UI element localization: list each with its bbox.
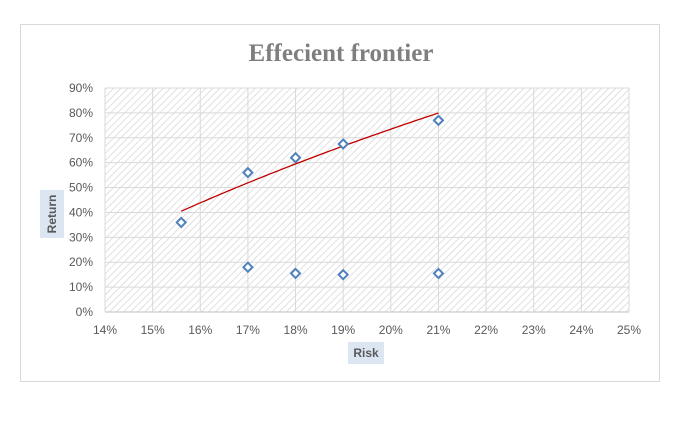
plot-area-background (105, 88, 629, 312)
chart-title: Effecient frontier (249, 40, 434, 67)
x-tick-label: 18% (284, 323, 308, 337)
y-tick-label: 40% (69, 205, 93, 219)
y-tick-label: 50% (69, 181, 93, 195)
y-tick-label: 60% (69, 156, 93, 170)
x-tick-label: 25% (617, 323, 641, 337)
data-points (175, 114, 445, 281)
data-point (337, 138, 350, 150)
x-tick-label: 24% (569, 323, 593, 337)
y-axis-label: Return (45, 195, 59, 234)
x-tick-label: 19% (331, 323, 355, 337)
x-tick-label: 21% (426, 323, 450, 337)
y-tick-label: 70% (69, 131, 93, 145)
x-axis-label: Risk (353, 346, 379, 360)
x-axis-ticks: 14% 15% 16% 17% 18% 19% 20% 21% 22% 23% 24% 25% (93, 323, 641, 337)
y-tick-label: 10% (69, 280, 93, 294)
data-point (432, 267, 445, 280)
x-tick-label: 16% (188, 323, 212, 337)
data-point (241, 261, 254, 274)
y-tick-label: 80% (69, 106, 93, 120)
y-tick-label: 90% (69, 81, 93, 95)
data-point (432, 114, 445, 127)
gridlines (104, 87, 630, 313)
x-tick-label: 22% (474, 323, 498, 337)
x-tick-label: 20% (379, 323, 403, 337)
data-point (289, 267, 302, 280)
x-tick-label: 23% (522, 323, 546, 337)
x-tick-label: 15% (141, 323, 165, 337)
data-point (289, 151, 302, 164)
y-axis-title: Return (40, 190, 64, 238)
data-point (241, 166, 254, 179)
chart-area: Effecient frontier 0% 10% 20% 30% 40% 50% 60% 7… (20, 24, 660, 382)
y-tick-label: 30% (69, 230, 93, 244)
y-tick-label: 0% (76, 305, 94, 319)
x-tick-label: 14% (93, 323, 117, 337)
trendline (180, 112, 439, 212)
data-point (175, 216, 188, 229)
data-point (337, 268, 350, 281)
y-axis-ticks: 0% 10% 20% 30% 40% 50% 60% 70% 80% 90% (69, 81, 93, 319)
x-axis-title: Risk (348, 342, 384, 364)
scatter-chart: Effecient frontier 0% 10% 20% 30% 40% 50% 60% 7… (40, 40, 641, 364)
x-tick-label: 17% (236, 323, 260, 337)
y-tick-label: 20% (69, 255, 93, 269)
